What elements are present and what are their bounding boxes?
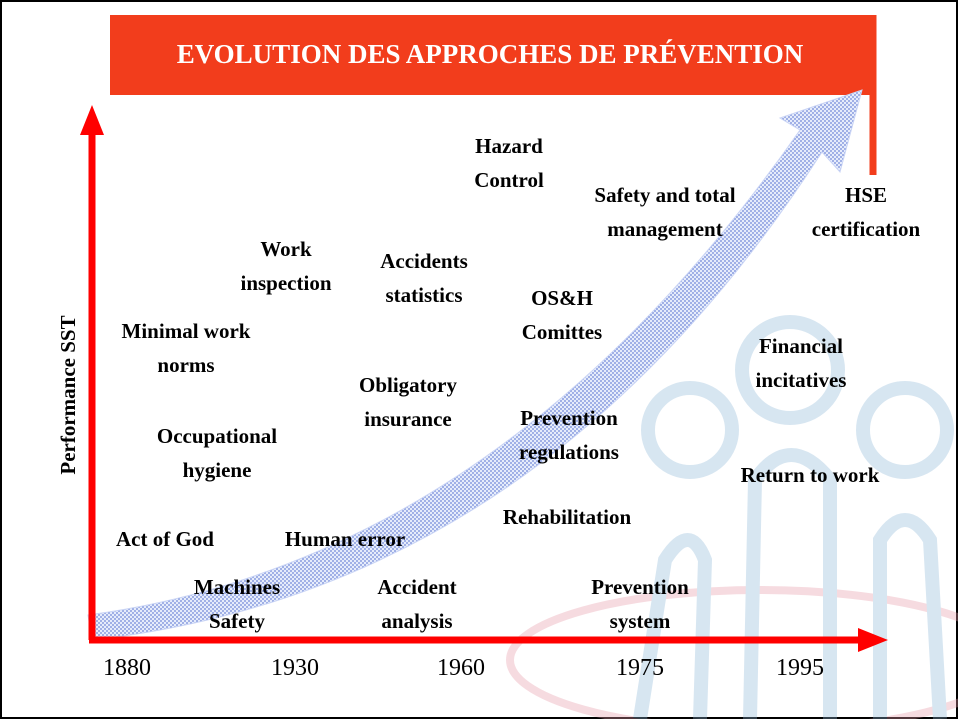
item-label: statistics	[386, 283, 463, 307]
year-label: 1930	[271, 655, 319, 681]
year-label: 1995	[776, 655, 824, 681]
item-label: HSE	[845, 183, 887, 207]
item-label: Hazard	[475, 134, 543, 158]
year-label: 1975	[616, 655, 664, 681]
item-label: Human error	[285, 527, 405, 551]
item-label: Prevention	[520, 406, 618, 430]
item-label: management	[607, 217, 722, 241]
item-label: Safety and total	[594, 183, 735, 207]
item-label: Return to work	[741, 463, 880, 487]
title-bar	[110, 15, 870, 95]
item-label: insurance	[364, 407, 452, 431]
item-label: Accidents	[380, 249, 468, 273]
item-label: analysis	[381, 609, 452, 633]
background-figures	[506, 315, 958, 719]
item-label: OS&H	[531, 286, 593, 310]
y-axis-head	[80, 105, 104, 135]
item-label: Safety	[209, 609, 265, 633]
item-label: Minimal work	[122, 319, 251, 343]
item-label: Comittes	[522, 320, 602, 344]
year-label: 1960	[437, 655, 485, 681]
item-label: hygiene	[183, 458, 252, 482]
x-axis-head	[858, 628, 888, 652]
labels: 1880 1930 1960 1975 1995 Hazard Control Safety …	[103, 134, 921, 681]
item-label: Occupational	[157, 424, 277, 448]
item-label: Control	[474, 168, 544, 192]
item-label: incitatives	[756, 368, 847, 392]
item-label: Work	[260, 237, 312, 261]
title: EVOLUTION DES APPROCHES DE PRÉVENTION	[177, 39, 804, 69]
progress-arrow	[87, 89, 863, 641]
item-label: inspection	[240, 271, 331, 295]
item-label: Machines	[194, 575, 280, 599]
item-label: Obligatory	[359, 373, 457, 397]
year-label: 1880	[103, 655, 151, 681]
item-label: certification	[812, 217, 921, 241]
item-label: Accident	[377, 575, 456, 599]
item-label: Financial	[759, 334, 843, 358]
item-label: Act of God	[116, 527, 214, 551]
item-label: regulations	[519, 440, 619, 464]
item-label: Prevention	[591, 575, 689, 599]
item-label: norms	[157, 353, 214, 377]
item-label: system	[610, 609, 671, 633]
item-label: Rehabilitation	[503, 505, 632, 529]
y-axis-label: Performance SST	[56, 315, 80, 474]
